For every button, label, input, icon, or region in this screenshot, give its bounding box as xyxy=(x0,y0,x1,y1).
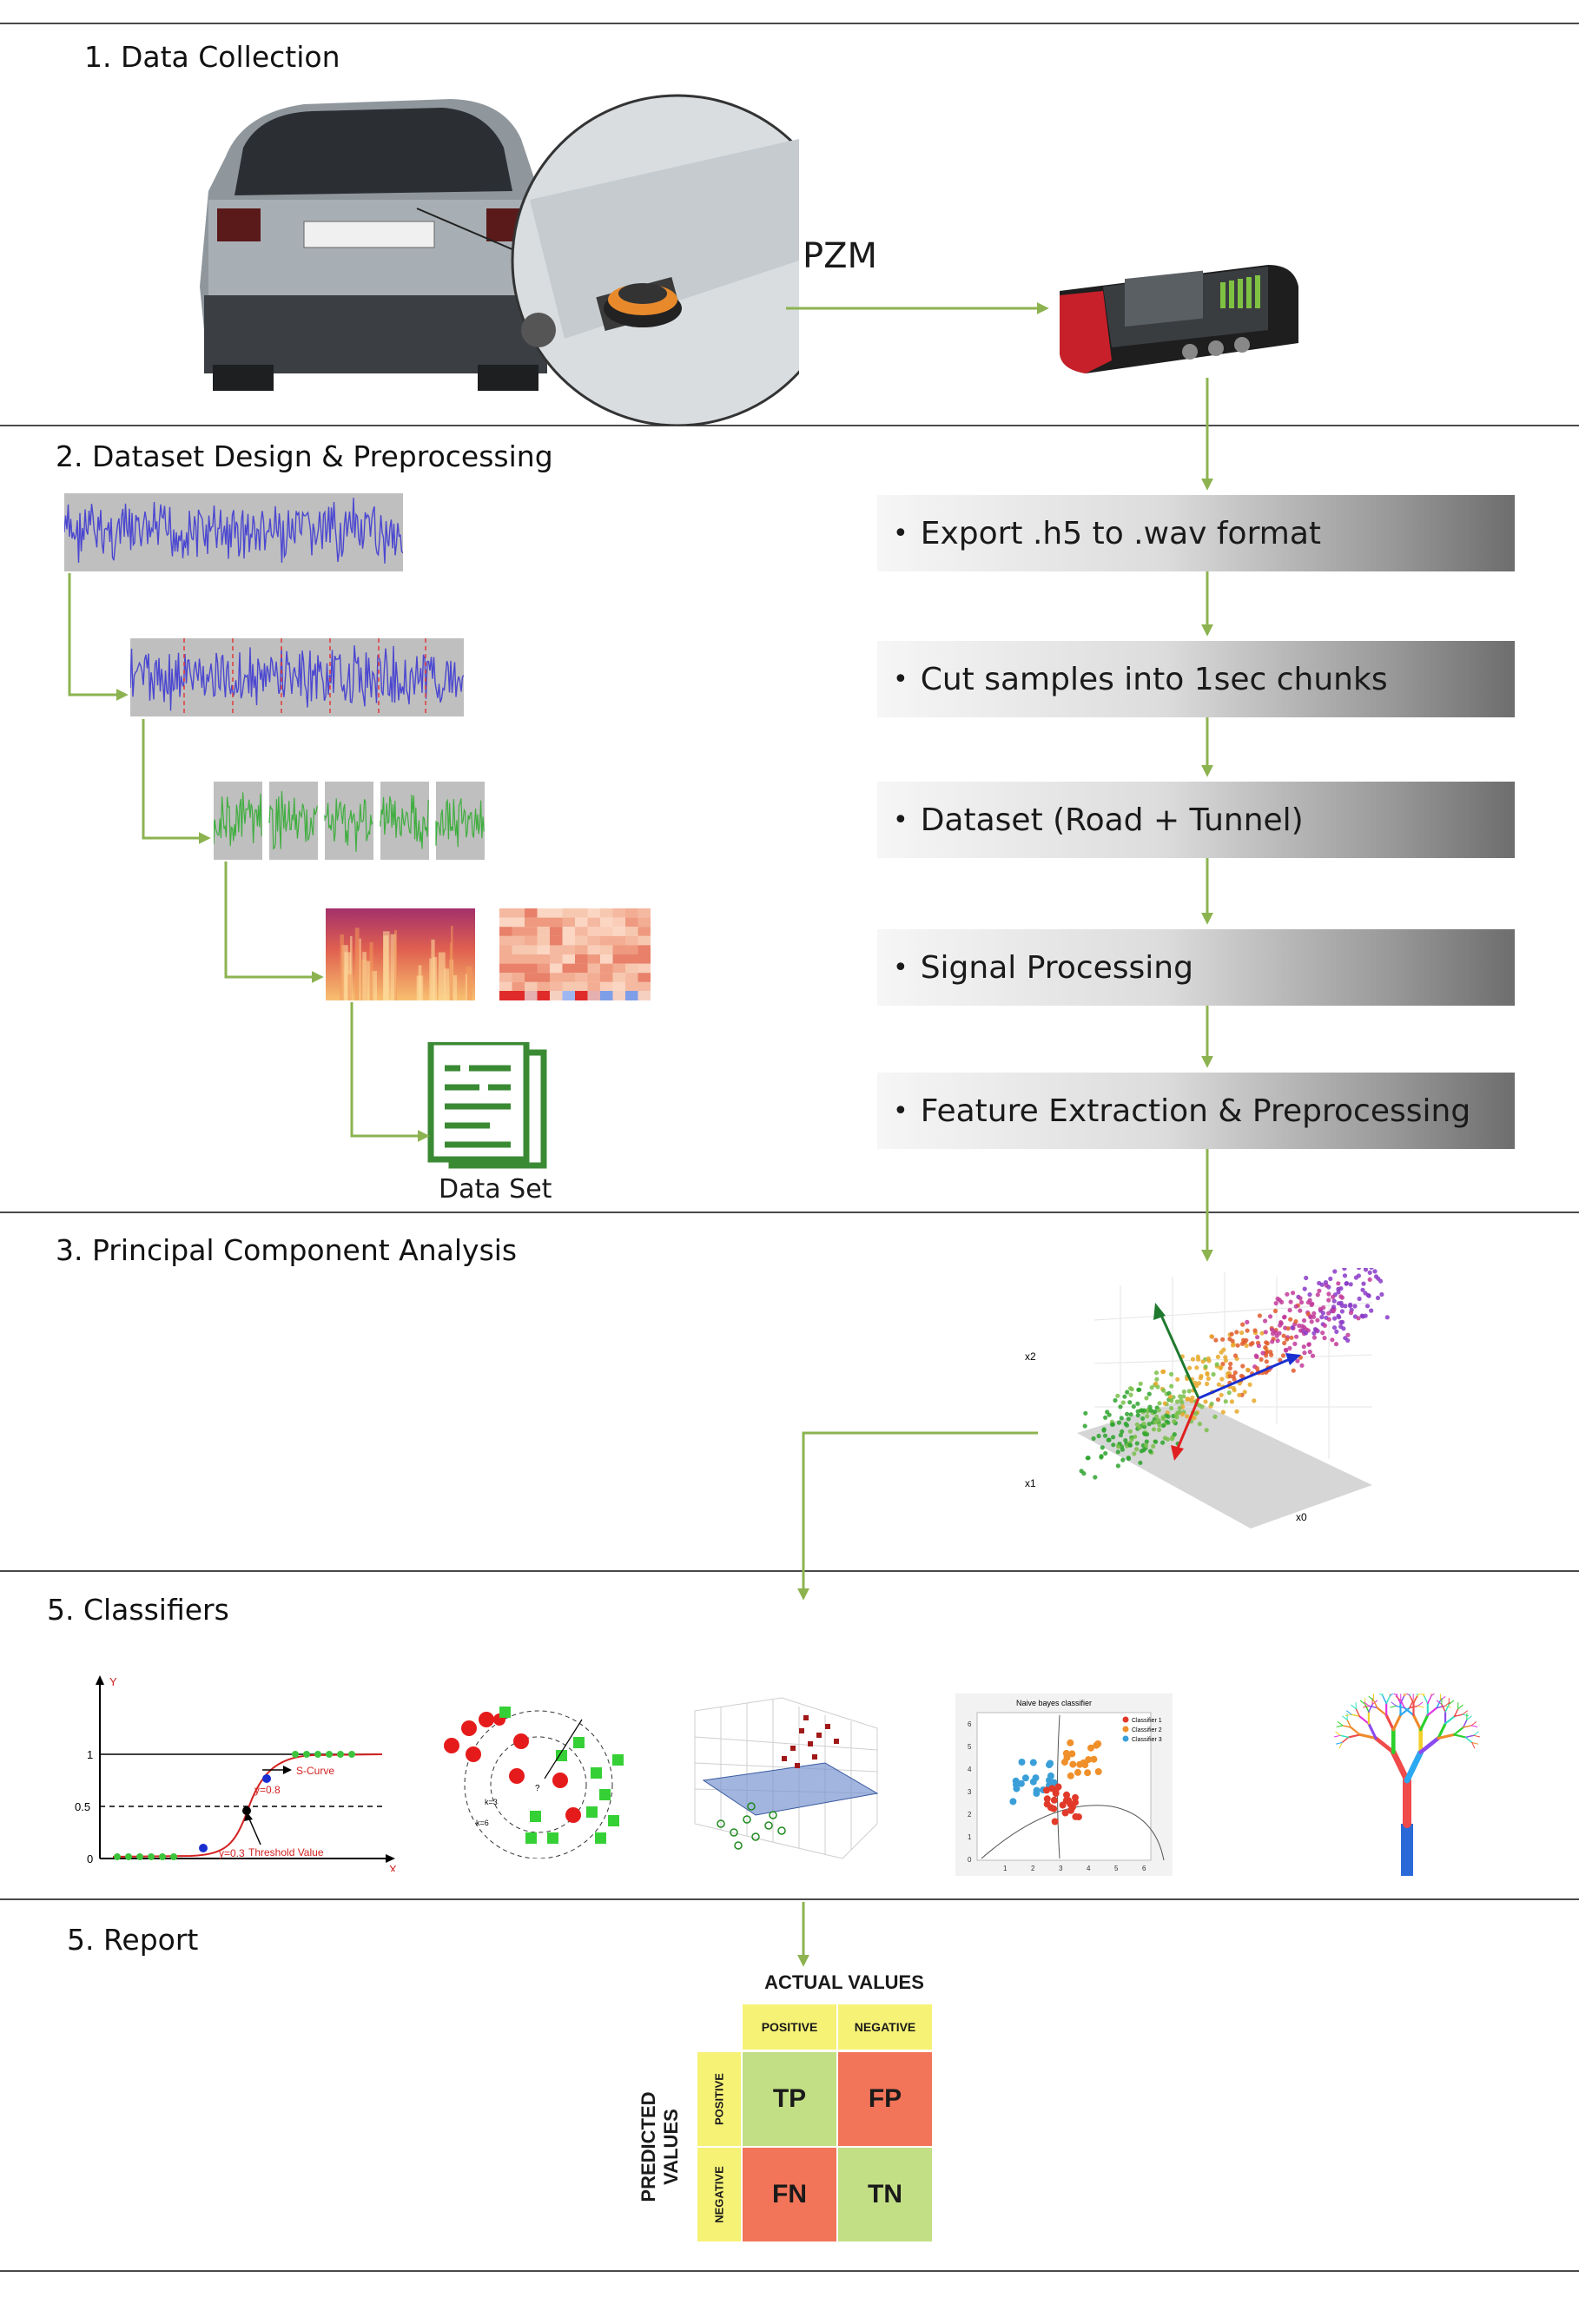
logistic-label-y08: y=0.8 xyxy=(254,1784,281,1796)
pipeline-step-label: Export .h5 to .wav format xyxy=(920,515,1321,551)
knn-query: ? xyxy=(535,1784,540,1793)
logistic-label-s-curve: S-Curve xyxy=(296,1765,334,1777)
arrow-spectrogram-to-dataset xyxy=(350,1002,430,1142)
nb-xtick: 6 xyxy=(1142,1865,1146,1872)
knn-k6: k=6 xyxy=(476,1819,489,1827)
car-sensor-illustration xyxy=(200,94,799,426)
pipeline-step: • Dataset (Road + Tunnel) xyxy=(877,782,1515,858)
cm-cell-tp: TP xyxy=(743,2052,836,2146)
pca-axis-x1: x1 xyxy=(1025,1477,1036,1489)
nb-xtick: 3 xyxy=(1059,1865,1063,1872)
pipeline-step: • Export .h5 to .wav format xyxy=(877,495,1515,571)
pipeline-step-label: Cut samples into 1sec chunks xyxy=(920,661,1388,697)
section-title-pca: 3. Principal Component Analysis xyxy=(56,1233,518,1267)
knn-plot: ? k=3 k=6 xyxy=(444,1707,624,1859)
nb-legend: Classifier 1 xyxy=(1132,1718,1162,1724)
logistic-tick: 0 xyxy=(87,1852,93,1865)
decision-tree-illustration xyxy=(1334,1693,1480,1876)
logistic-regression-plot: Y X 1 0.5 0 S-Curve Threshold Value y=0.… xyxy=(75,1675,397,1872)
confusion-matrix: ACTUAL VALUES POSITIVE NEGATIVE POSITIVE… xyxy=(638,1971,955,2258)
naive-bayes-plot: Naive bayes classifier 6 5 4 3 2 1 0 1 2… xyxy=(955,1693,1173,1876)
pipeline-step: • Signal Processing xyxy=(877,929,1515,1006)
logistic-tick: 0.5 xyxy=(75,1800,90,1813)
section-title-report: 5. Report xyxy=(67,1923,199,1957)
cm-cell-fn: FN xyxy=(743,2148,836,2241)
naive-bayes-title: Naive bayes classifier xyxy=(1016,1699,1092,1707)
pipeline-step-label: Feature Extraction & Preprocessing xyxy=(920,1093,1471,1129)
pca-component-3 xyxy=(1175,1397,1200,1451)
divider xyxy=(0,1898,1579,1900)
svm-3d-plot xyxy=(694,1697,879,1859)
pca-ground-plane xyxy=(1077,1398,1372,1528)
divider xyxy=(0,23,1579,24)
nb-ytick: 1 xyxy=(968,1833,972,1841)
nb-ytick: 6 xyxy=(968,1720,972,1728)
cm-header-negative: NEGATIVE xyxy=(838,2004,932,2050)
pipeline-step-label: Signal Processing xyxy=(920,949,1193,986)
nb-xtick: 1 xyxy=(1003,1865,1008,1872)
nb-ytick: 0 xyxy=(968,1856,972,1864)
pipeline-step: • Feature Extraction & Preprocessing xyxy=(877,1073,1515,1149)
logistic-label-y03: y=0.3 xyxy=(219,1847,245,1859)
cm-row-positive-cell: POSITIVE xyxy=(697,2052,741,2146)
divider xyxy=(0,1570,1579,1572)
logistic-label-threshold: Threshold Value xyxy=(248,1846,324,1859)
pca-3d-scatter: x2 x1 x0 xyxy=(1025,1268,1390,1528)
pca-axis-x2: x2 xyxy=(1025,1350,1036,1363)
pzm-label: PZM xyxy=(803,236,878,276)
nb-xtick: 5 xyxy=(1114,1865,1119,1872)
nb-ytick: 2 xyxy=(968,1811,972,1819)
raw-waveform xyxy=(64,493,403,571)
dataset-label: Data Set xyxy=(439,1174,552,1205)
pca-component-2 xyxy=(1198,1357,1291,1400)
arrow-wave-to-segments xyxy=(68,573,129,701)
recorder-device xyxy=(1060,265,1298,373)
dataset-document-icon xyxy=(427,1042,547,1169)
audio-chunk-strip xyxy=(213,782,485,860)
divider xyxy=(0,2270,1579,2272)
section-title-data-collection: 1. Data Collection xyxy=(84,40,340,74)
nb-xtick: 4 xyxy=(1087,1865,1091,1872)
arrow-pca-to-classifiers xyxy=(797,1431,1038,1601)
nb-ytick: 4 xyxy=(968,1766,972,1773)
logistic-y-axis: Y xyxy=(109,1675,117,1688)
cm-actual-values-title: ACTUAL VALUES xyxy=(764,1971,924,1993)
section-title-classifiers: 5. Classifiers xyxy=(47,1593,229,1627)
divider xyxy=(0,1212,1579,1213)
pipeline-step: • Cut samples into 1sec chunks xyxy=(877,641,1515,717)
arrow-segments-to-chunks xyxy=(142,719,211,844)
logistic-x-axis: X xyxy=(389,1863,397,1872)
segmented-waveform xyxy=(130,638,464,716)
section-title-dataset-design: 2. Dataset Design & Preprocessing xyxy=(56,439,553,473)
nb-legend: Classifier 3 xyxy=(1132,1737,1162,1743)
cm-cell-tn: TN xyxy=(838,2148,932,2241)
pca-component-1 xyxy=(1158,1311,1200,1399)
nb-ytick: 3 xyxy=(968,1788,972,1796)
pipeline-step-label: Dataset (Road + Tunnel) xyxy=(920,802,1304,838)
knn-k3: k=3 xyxy=(485,1798,498,1806)
cm-header-positive: POSITIVE xyxy=(743,2004,836,2050)
nb-ytick: 5 xyxy=(968,1743,972,1751)
spectrogram xyxy=(326,908,475,1000)
divider xyxy=(0,425,1579,426)
pca-axis-x0: x0 xyxy=(1296,1511,1307,1523)
nb-xtick: 2 xyxy=(1031,1865,1035,1872)
cm-row-negative-cell: NEGATIVE xyxy=(697,2148,741,2241)
cm-cell-fp: FP xyxy=(838,2052,932,2146)
logistic-tick: 1 xyxy=(87,1748,93,1761)
audio-chunks xyxy=(213,782,488,860)
nb-legend: Classifier 2 xyxy=(1132,1727,1162,1733)
mfcc-feature-map xyxy=(499,908,651,1000)
arrow-chunks-to-spectrogram xyxy=(224,862,324,983)
svm-hyperplane xyxy=(702,1762,879,1816)
